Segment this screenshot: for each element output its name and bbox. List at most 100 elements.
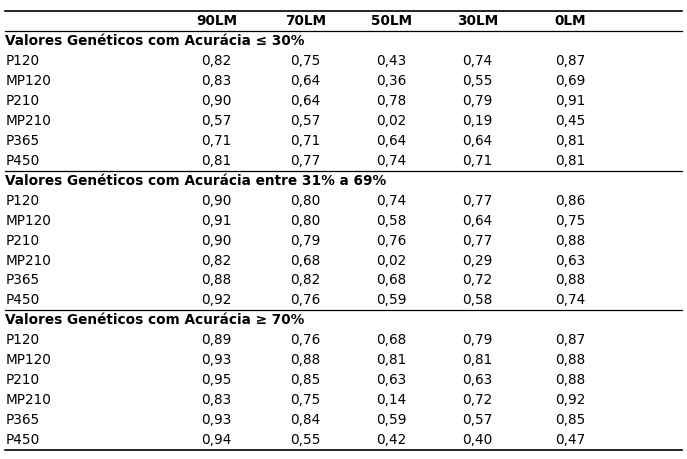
Text: Valores Genéticos com Acurácia entre 31% a 69%: Valores Genéticos com Acurácia entre 31%… [5,174,387,188]
Text: 0,80: 0,80 [291,214,321,228]
Text: 0,92: 0,92 [555,393,585,407]
Text: Valores Genéticos com Acurácia ≥ 70%: Valores Genéticos com Acurácia ≥ 70% [5,313,305,327]
Text: 0,59: 0,59 [376,413,407,427]
Text: 0,43: 0,43 [376,54,407,68]
Text: 0,83: 0,83 [201,393,232,407]
Text: 0,57: 0,57 [201,114,232,128]
Text: 0,55: 0,55 [291,433,321,447]
Text: 0,71: 0,71 [291,134,321,148]
Text: MP210: MP210 [5,393,52,407]
Text: 0,90: 0,90 [201,94,232,108]
Text: 0,76: 0,76 [376,234,407,247]
Text: 0,64: 0,64 [462,134,493,148]
Text: 0,77: 0,77 [462,234,493,247]
Text: 0,77: 0,77 [291,154,321,168]
Text: 0,85: 0,85 [555,413,585,427]
Text: 0,77: 0,77 [462,194,493,208]
Text: MP210: MP210 [5,253,52,268]
Text: 0,71: 0,71 [201,134,232,148]
Text: 0,94: 0,94 [201,433,232,447]
Text: 0,40: 0,40 [462,433,493,447]
Text: P450: P450 [5,433,40,447]
Text: 0,89: 0,89 [201,333,232,347]
Text: 0,02: 0,02 [376,253,407,268]
Text: 0,45: 0,45 [555,114,585,128]
Text: 0,75: 0,75 [291,393,321,407]
Text: 0,74: 0,74 [376,154,407,168]
Text: 0,81: 0,81 [555,134,585,148]
Text: 0,75: 0,75 [291,54,321,68]
Text: 0,29: 0,29 [462,253,493,268]
Text: 0,57: 0,57 [291,114,321,128]
Text: 0,92: 0,92 [201,293,232,308]
Text: 0,68: 0,68 [291,253,321,268]
Text: 0,19: 0,19 [462,114,493,128]
Text: MP120: MP120 [5,353,52,367]
Text: 0,74: 0,74 [555,293,585,308]
Text: 0,58: 0,58 [462,293,493,308]
Text: MP120: MP120 [5,214,52,228]
Text: 0,64: 0,64 [462,214,493,228]
Text: 0,90: 0,90 [201,234,232,247]
Text: 0,63: 0,63 [376,373,407,387]
Text: 0,64: 0,64 [291,94,321,108]
Text: 0,88: 0,88 [555,234,585,247]
Text: P210: P210 [5,94,40,108]
Text: 0,93: 0,93 [201,413,232,427]
Text: 0,82: 0,82 [201,54,232,68]
Text: 0,87: 0,87 [555,54,585,68]
Text: 0,95: 0,95 [201,373,232,387]
Text: 0,64: 0,64 [376,134,407,148]
Text: P450: P450 [5,293,40,308]
Text: P210: P210 [5,373,40,387]
Text: 0,86: 0,86 [555,194,585,208]
Text: 0,71: 0,71 [462,154,493,168]
Text: P365: P365 [5,274,40,287]
Text: 0,55: 0,55 [462,74,493,88]
Text: 0,88: 0,88 [201,274,232,287]
Text: 0,68: 0,68 [376,333,407,347]
Text: P450: P450 [5,154,40,168]
Text: 0,82: 0,82 [291,274,321,287]
Text: P365: P365 [5,134,40,148]
Text: P365: P365 [5,413,40,427]
Text: P120: P120 [5,54,40,68]
Text: 0,88: 0,88 [291,353,321,367]
Text: 0,85: 0,85 [291,373,321,387]
Text: 0LM: 0LM [554,14,586,28]
Text: P120: P120 [5,194,40,208]
Text: 30LM: 30LM [457,14,498,28]
Text: 0,42: 0,42 [376,433,407,447]
Text: 0,47: 0,47 [555,433,585,447]
Text: 0,93: 0,93 [201,353,232,367]
Text: 0,80: 0,80 [291,194,321,208]
Text: 0,81: 0,81 [555,154,585,168]
Text: 0,57: 0,57 [462,413,493,427]
Text: 70LM: 70LM [285,14,326,28]
Text: 0,36: 0,36 [376,74,407,88]
Text: 0,81: 0,81 [376,353,407,367]
Text: P120: P120 [5,333,40,347]
Text: 0,69: 0,69 [555,74,585,88]
Text: 0,81: 0,81 [462,353,493,367]
Text: MP210: MP210 [5,114,52,128]
Text: 0,64: 0,64 [291,74,321,88]
Text: 0,82: 0,82 [201,253,232,268]
Text: 50LM: 50LM [371,14,412,28]
Text: 0,59: 0,59 [376,293,407,308]
Text: 0,79: 0,79 [462,94,493,108]
Text: 0,76: 0,76 [291,333,321,347]
Text: 0,75: 0,75 [555,214,585,228]
Text: 0,02: 0,02 [376,114,407,128]
Text: 0,87: 0,87 [555,333,585,347]
Text: 0,58: 0,58 [376,214,407,228]
Text: 0,83: 0,83 [201,74,232,88]
Text: 0,88: 0,88 [555,353,585,367]
Text: 0,76: 0,76 [291,293,321,308]
Text: 0,68: 0,68 [376,274,407,287]
Text: 0,90: 0,90 [201,194,232,208]
Text: 0,88: 0,88 [555,274,585,287]
Text: 0,78: 0,78 [376,94,407,108]
Text: 0,79: 0,79 [462,333,493,347]
Text: MP120: MP120 [5,74,52,88]
